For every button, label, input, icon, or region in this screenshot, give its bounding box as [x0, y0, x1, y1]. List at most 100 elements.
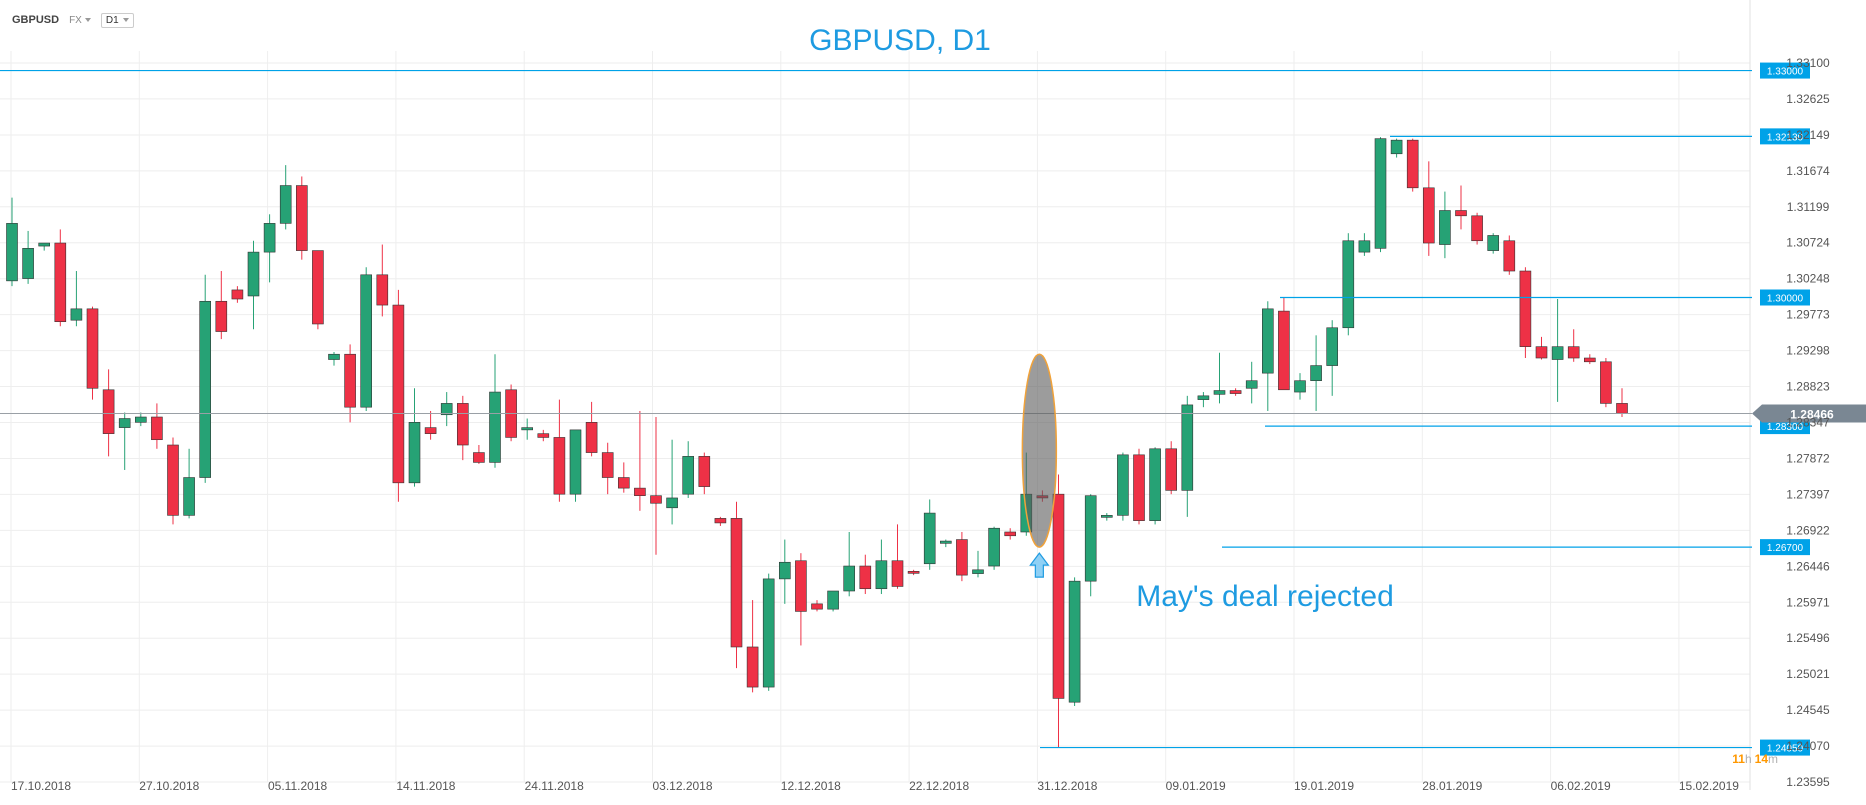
candle-body	[521, 427, 534, 431]
x-tick-label: 31.12.2018	[1037, 779, 1097, 793]
candle-body	[1471, 215, 1483, 242]
candle-body	[1326, 327, 1338, 366]
candle	[585, 401, 598, 457]
annotation: May's deal rejected	[1021, 353, 1394, 613]
candle-body	[585, 422, 598, 453]
timeframe-selector[interactable]: D1	[100, 12, 134, 28]
x-tick-label: 05.11.2018	[268, 779, 327, 793]
candle-body	[456, 403, 469, 446]
candle	[38, 242, 51, 251]
candle	[473, 445, 485, 464]
candle-body	[666, 497, 678, 509]
candle-body	[1551, 346, 1564, 360]
candle	[730, 501, 743, 669]
candle-body	[1310, 365, 1322, 382]
y-tick-label: 1.33100	[1786, 56, 1830, 70]
candle	[1487, 233, 1499, 254]
candle-body	[440, 403, 453, 416]
candle	[1149, 447, 1161, 525]
candle	[666, 439, 678, 525]
candle	[151, 403, 163, 449]
candle	[54, 229, 67, 327]
candle	[22, 230, 34, 284]
candle-body	[1358, 240, 1371, 253]
chart-toolbar: GBPUSD FX D1	[12, 10, 134, 30]
candle-body	[650, 495, 662, 504]
candle-body	[843, 565, 856, 592]
y-tick-label: 1.29298	[1786, 344, 1830, 358]
candle-body	[1600, 361, 1612, 404]
horizontal-levels: 1.33000 1.32130 1.30000 1.28300 1.26700 1.240…	[0, 62, 1866, 756]
candle-body	[1423, 187, 1435, 244]
candle	[505, 384, 517, 442]
candle-body	[1535, 346, 1548, 359]
candle	[923, 499, 936, 570]
candle	[312, 250, 324, 330]
candle	[135, 412, 147, 427]
candle-body	[1439, 210, 1451, 245]
candle	[1052, 474, 1065, 748]
candle-body	[376, 274, 389, 306]
candle-body	[617, 477, 630, 489]
symbol-label[interactable]: GBPUSD	[12, 14, 60, 26]
candle	[263, 214, 276, 283]
candle	[1084, 494, 1097, 597]
candle-body	[38, 242, 51, 247]
candle	[86, 306, 99, 400]
candle-body	[1342, 240, 1355, 329]
candle-body	[778, 561, 791, 580]
x-tick-label: 27.10.2018	[139, 779, 199, 793]
current-price-badge	[1752, 404, 1866, 423]
candle-body	[263, 223, 276, 253]
grid-lines	[0, 0, 1751, 790]
candle	[456, 395, 469, 461]
countdown-hours: 11	[1732, 752, 1745, 766]
candle-body	[183, 477, 195, 516]
x-tick-label: 28.01.2019	[1422, 779, 1482, 793]
x-tick-label: 17.10.2018	[11, 779, 71, 793]
chevron-down-icon	[84, 18, 91, 22]
candle	[215, 271, 228, 340]
candle	[601, 442, 614, 495]
candle-body	[1068, 580, 1081, 703]
candle-body	[360, 274, 373, 408]
candle	[1310, 335, 1322, 411]
candle-body	[1390, 139, 1403, 155]
level-label: 1.30000	[1767, 293, 1804, 304]
candle	[843, 531, 856, 597]
candle-body	[682, 456, 695, 495]
candle	[392, 289, 405, 502]
candle	[1567, 329, 1580, 362]
candle-body	[1406, 139, 1419, 189]
candle-body	[601, 452, 614, 478]
candle-body	[1229, 390, 1242, 394]
candle-body	[1616, 403, 1628, 414]
candle-body	[875, 560, 888, 590]
y-tick-label: 1.25496	[1786, 631, 1830, 645]
candle	[1101, 513, 1113, 521]
candle	[295, 176, 308, 260]
candles	[6, 137, 1628, 748]
candle-body	[1278, 310, 1290, 391]
y-tick-label: 1.31199	[1787, 200, 1830, 214]
candle	[167, 437, 179, 525]
candle-body	[118, 418, 131, 428]
candle	[811, 600, 823, 612]
candle	[1133, 448, 1145, 525]
x-tick-label: 24.11.2018	[525, 779, 584, 793]
candle	[1358, 233, 1371, 256]
candle	[279, 165, 292, 230]
candle	[1229, 388, 1242, 396]
candle-body	[408, 422, 421, 484]
candle-body	[956, 539, 968, 576]
candle	[1197, 392, 1210, 408]
candle-body	[1084, 495, 1097, 582]
candle	[537, 429, 550, 442]
candle	[1439, 191, 1451, 259]
candle-body	[1262, 308, 1274, 374]
market-selector[interactable]: FX	[69, 15, 91, 26]
x-tick-label: 06.02.2019	[1551, 779, 1611, 793]
candle	[1117, 452, 1129, 521]
candle	[360, 267, 373, 411]
